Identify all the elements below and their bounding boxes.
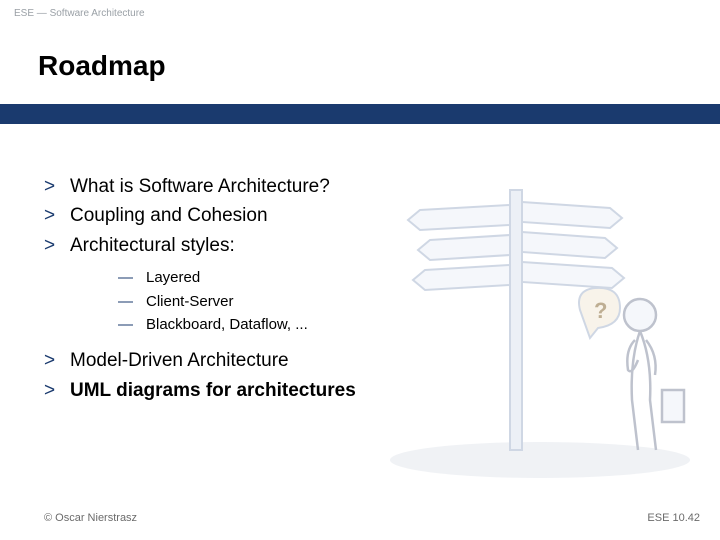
item-text: UML diagrams for architectures [70, 380, 356, 401]
item-text: Model-Driven Architecture [70, 350, 289, 371]
roadmap-subitem: Blackboard, Dataflow, ... [118, 313, 604, 336]
roadmap-list: What is Software Architecture? Coupling … [44, 172, 604, 405]
roadmap-subitem: Client-Server [118, 290, 604, 313]
footer-copyright: © Oscar Nierstrasz [44, 512, 137, 524]
roadmap-sublist: Layered Client-Server Blackboard, Datafl… [118, 266, 604, 336]
roadmap-item: What is Software Architecture? [44, 172, 604, 201]
item-text: What is Software Architecture? [70, 176, 330, 197]
footer-page-number: ESE 10.42 [647, 512, 700, 524]
slide-header: ESE — Software Architecture [14, 8, 145, 19]
item-text: Coupling and Cohesion [70, 205, 268, 226]
roadmap-item: Architectural styles: Layered Client-Ser… [44, 231, 604, 336]
item-text: Architectural styles: [70, 235, 235, 256]
roadmap-item: Model-Driven Architecture [44, 346, 604, 375]
roadmap-item: Coupling and Cohesion [44, 201, 604, 230]
roadmap-subitem: Layered [118, 266, 604, 289]
slide-title: Roadmap [38, 50, 166, 82]
title-rule [0, 104, 720, 124]
content-area: What is Software Architecture? Coupling … [44, 172, 604, 405]
roadmap-item: UML diagrams for architectures [44, 376, 604, 405]
